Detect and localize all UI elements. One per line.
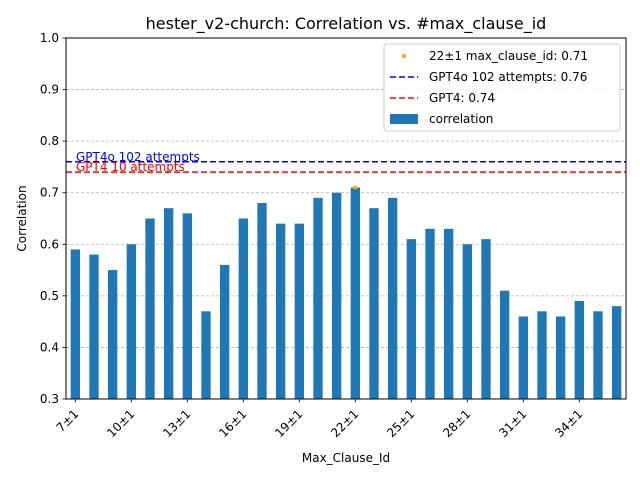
legend-swatch	[390, 114, 418, 124]
bar	[126, 244, 136, 399]
x-axis-ticks: 7±1 10±1 13±1 16±1 19±1 22±1 25±1 28±1 31±1 34±1	[54, 399, 585, 440]
x-axis-label: Max_Clause_Id	[302, 451, 390, 465]
bar	[350, 187, 360, 399]
bar	[332, 192, 342, 399]
x-tick-label: 34±1	[552, 407, 585, 440]
bar	[612, 306, 622, 399]
y-tick-label: 0.6	[40, 237, 59, 251]
y-axis-ticks: 0.3 0.4 0.5 0.6 0.7 0.8 0.9 1.0	[40, 31, 66, 406]
legend-box	[383, 43, 621, 132]
highlight-points	[353, 185, 358, 190]
x-tick-label: 22±1	[328, 407, 361, 440]
bars	[70, 187, 622, 399]
bar	[145, 218, 155, 399]
y-tick-label: 0.4	[40, 340, 59, 354]
bar	[201, 311, 211, 399]
x-tick-label: 28±1	[440, 407, 473, 440]
bar	[313, 197, 323, 399]
bar	[574, 301, 584, 399]
bar	[388, 197, 398, 399]
x-tick-label: 10±1	[104, 407, 137, 440]
bar	[556, 316, 566, 399]
y-tick-label: 1.0	[40, 31, 59, 45]
bar	[593, 311, 603, 399]
y-tick-label: 0.3	[40, 392, 59, 406]
legend-label: 22±1 max_clause_id: 0.71	[429, 49, 588, 63]
bar	[70, 249, 80, 399]
x-tick-label: 31±1	[496, 407, 529, 440]
bar	[425, 228, 435, 399]
x-tick-label: 13±1	[160, 407, 193, 440]
legend-swatch	[402, 54, 406, 58]
y-tick-label: 0.7	[40, 186, 59, 200]
y-tick-label: 0.9	[40, 83, 59, 97]
chart-title: hester_v2-church: Correlation vs. #max_c…	[146, 14, 547, 34]
bar	[462, 244, 472, 399]
bar	[238, 218, 248, 399]
x-tick-label: 16±1	[216, 407, 249, 440]
legend-label: GPT4: 0.74	[429, 91, 495, 105]
x-tick-label: 25±1	[384, 407, 417, 440]
bar	[220, 264, 230, 399]
bar	[444, 228, 454, 399]
reference-line-annotation: GPT4o 102 attempts	[76, 150, 200, 164]
bar	[89, 254, 99, 399]
bar	[276, 223, 286, 399]
axes-frame	[65, 37, 627, 400]
legend: 22±1 max_clause_id: 0.71 GPT4o 102 attemp…	[383, 43, 621, 132]
bar	[294, 223, 304, 399]
bar	[182, 213, 192, 399]
bar	[108, 270, 118, 399]
bar	[406, 239, 416, 399]
bar	[257, 203, 267, 399]
legend-label: GPT4o 102 attempts: 0.76	[429, 70, 587, 84]
reference-line-annotation: GPT4 10 attempts	[76, 160, 185, 174]
legend-label: correlation	[429, 112, 493, 126]
bar	[537, 311, 547, 399]
bar	[518, 316, 528, 399]
bar	[369, 208, 379, 399]
y-axis-label: Correlation	[15, 185, 29, 251]
y-tick-label: 0.5	[40, 289, 59, 303]
x-tick-label: 7±1	[54, 407, 82, 435]
bar	[500, 290, 510, 399]
x-tick-label: 19±1	[272, 407, 305, 440]
highlight-point	[353, 185, 358, 190]
bar	[481, 239, 491, 399]
bar	[164, 208, 174, 399]
y-tick-label: 0.8	[40, 134, 59, 148]
